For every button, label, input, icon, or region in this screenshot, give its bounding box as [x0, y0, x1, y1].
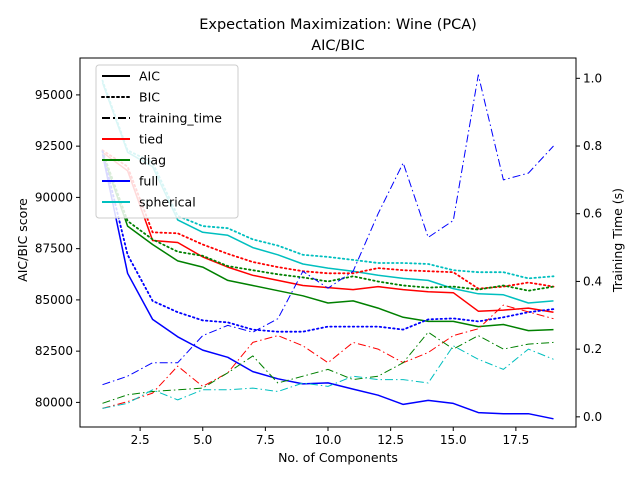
chart-subtitle: AIC/BIC [311, 38, 365, 54]
series-line-full-AIC [101, 154, 554, 420]
legend-label-AIC: AIC [139, 69, 160, 84]
legend-box [95, 64, 239, 219]
series-line-full-training-time [102, 74, 554, 386]
y-tick-label: 92500 [35, 139, 73, 153]
series-line-diag-training-time [102, 331, 554, 404]
series-line-full-BIC [101, 150, 555, 333]
legend-label-tied: tied [139, 132, 163, 147]
y2-tick-label: 0.0 [583, 410, 602, 424]
chart-title: Expectation Maximization: Wine (PCA) [199, 17, 477, 33]
series-line-tied-training-time [102, 304, 554, 409]
series-line-tied-BIC [101, 149, 555, 290]
x-axis-label: No. of Components [278, 450, 398, 465]
x-tick-label: 10.0 [315, 433, 342, 447]
legend-label-BIC: BIC [139, 90, 160, 105]
y-tick-label: 85000 [35, 293, 73, 307]
y-tick-label: 82500 [35, 344, 73, 358]
y-tick-label: 90000 [35, 190, 73, 204]
series-line-spherical-training-time [102, 345, 554, 409]
series-line-spherical-BIC [101, 79, 555, 280]
x-tick-label: 2.5 [131, 433, 150, 447]
series-layer [101, 74, 555, 420]
x-tick-label: 12.5 [377, 433, 404, 447]
legend-label-diag: diag [139, 153, 166, 168]
legend-label-full: full [139, 174, 158, 189]
y2-tick-label: 0.8 [583, 139, 602, 153]
series-line-diag-AIC [101, 154, 554, 332]
x-tick-label: 15.0 [440, 433, 467, 447]
y-tick-label: 80000 [35, 395, 73, 409]
x-tick-label: 5.0 [193, 433, 212, 447]
y2-tick-label: 0.4 [583, 274, 602, 288]
legend-label-training-time: training_time [139, 111, 222, 126]
x-tick-label: 17.5 [503, 433, 530, 447]
y2-tick-label: 0.2 [583, 342, 602, 356]
legend-label-spherical: spherical [139, 195, 196, 210]
y2-tick-label: 0.6 [583, 207, 602, 221]
y2-axis-label: Training Time (s) [610, 188, 625, 293]
y-tick-label: 95000 [35, 88, 73, 102]
y-tick-label: 87500 [35, 242, 73, 256]
axes-layer: 2.5 5.0 7.5 10.0 12.5 15.0 17.5 80000 82500 85000… [35, 57, 602, 447]
y2-tick-label: 1.0 [583, 71, 602, 85]
series-line-spherical-AIC [101, 82, 554, 304]
y-axis-label: AIC/BIC score [15, 198, 30, 282]
x-tick-label: 7.5 [256, 433, 275, 447]
